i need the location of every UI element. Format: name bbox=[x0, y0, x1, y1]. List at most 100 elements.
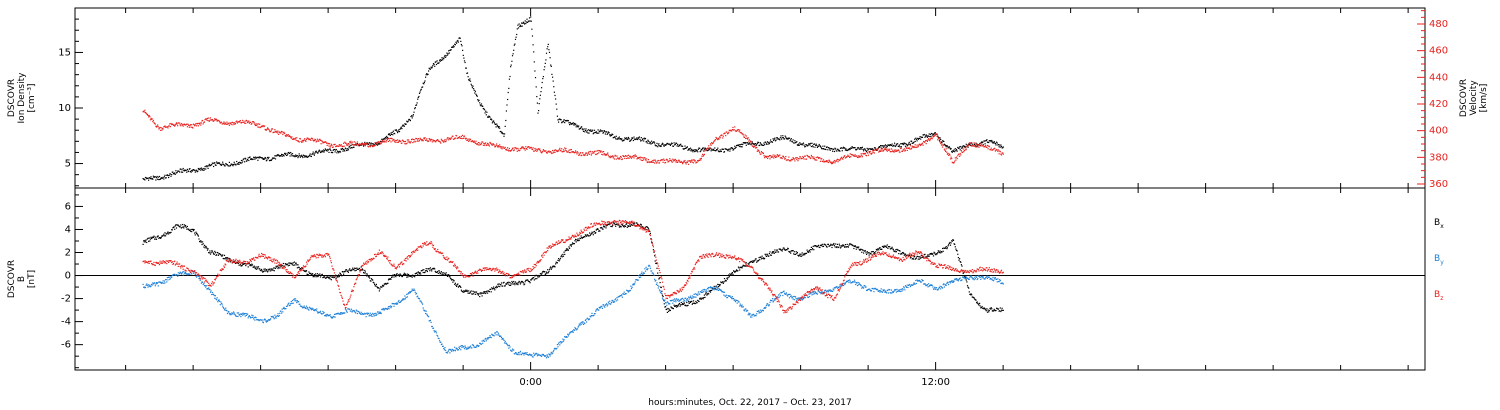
velocity-point bbox=[530, 146, 532, 149]
bx-point bbox=[968, 287, 970, 289]
density-point bbox=[618, 138, 620, 140]
density-point bbox=[726, 149, 729, 151]
bx-point bbox=[186, 228, 188, 230]
velocity-point bbox=[284, 134, 286, 136]
density-point bbox=[816, 146, 818, 148]
density-point bbox=[907, 144, 909, 146]
velocity-point bbox=[873, 152, 876, 154]
by-point bbox=[272, 315, 274, 317]
density-point bbox=[167, 174, 169, 177]
density-point bbox=[504, 125, 506, 127]
density-point bbox=[630, 138, 633, 140]
bx-point bbox=[159, 237, 161, 239]
bx-point bbox=[842, 244, 844, 246]
velocity-point bbox=[938, 138, 940, 140]
velocity-point bbox=[963, 149, 965, 151]
velocity-point bbox=[627, 157, 629, 159]
density-point bbox=[333, 148, 336, 151]
density-point bbox=[939, 137, 941, 139]
velocity-point bbox=[174, 125, 176, 127]
density-point bbox=[678, 145, 680, 147]
bx-point bbox=[533, 279, 535, 281]
density-point bbox=[756, 142, 758, 144]
by-point bbox=[234, 314, 236, 316]
density-point bbox=[222, 163, 224, 165]
bx-point bbox=[1000, 309, 1003, 311]
by-point bbox=[315, 309, 317, 311]
bx-point bbox=[147, 237, 149, 239]
velocity-point bbox=[914, 146, 916, 148]
velocity-point bbox=[239, 120, 241, 122]
density-point bbox=[480, 103, 483, 105]
density-point bbox=[821, 148, 823, 150]
velocity-point bbox=[386, 140, 388, 142]
velocity-point bbox=[215, 119, 217, 121]
velocity-point bbox=[493, 144, 495, 146]
density-point bbox=[480, 105, 482, 107]
by-point bbox=[447, 350, 449, 353]
velocity-point bbox=[911, 147, 913, 149]
density-point bbox=[659, 145, 661, 147]
bx-point bbox=[359, 270, 361, 272]
bx-point bbox=[842, 244, 845, 247]
density-point bbox=[695, 150, 697, 152]
bx-point bbox=[584, 236, 586, 238]
bx-point bbox=[760, 258, 763, 260]
density-point bbox=[838, 149, 840, 151]
density-point bbox=[320, 151, 322, 153]
velocity-point bbox=[499, 146, 501, 148]
density-point bbox=[149, 178, 151, 180]
density-point bbox=[353, 146, 355, 148]
velocity-point bbox=[473, 141, 475, 143]
velocity-point bbox=[414, 141, 416, 143]
velocity-point bbox=[158, 128, 160, 130]
by-point bbox=[421, 302, 423, 304]
bx-point bbox=[205, 245, 207, 247]
by-point bbox=[528, 354, 530, 356]
velocity-point bbox=[248, 122, 250, 124]
by-point bbox=[378, 313, 380, 315]
by-point bbox=[403, 298, 405, 300]
density-point bbox=[282, 154, 284, 156]
density-point bbox=[341, 148, 343, 151]
velocity-point bbox=[792, 157, 794, 159]
density-point bbox=[143, 178, 145, 180]
bx-point bbox=[640, 224, 642, 226]
velocity-point bbox=[519, 149, 521, 151]
density-point bbox=[460, 43, 462, 46]
bx-point bbox=[713, 285, 715, 287]
bx-point bbox=[734, 271, 736, 273]
bx-point bbox=[353, 269, 355, 271]
by-point bbox=[194, 273, 196, 275]
by-point bbox=[428, 316, 430, 318]
velocity-point bbox=[408, 141, 410, 143]
by-point bbox=[153, 282, 155, 285]
by-point bbox=[225, 309, 227, 311]
velocity-point bbox=[716, 137, 718, 139]
by-point bbox=[174, 273, 176, 275]
bx-point bbox=[771, 251, 774, 253]
density-point bbox=[257, 156, 260, 158]
bx-point bbox=[901, 253, 903, 255]
velocity-point bbox=[157, 126, 159, 128]
bx-point bbox=[452, 281, 454, 283]
bx-point bbox=[530, 279, 532, 281]
density-point bbox=[346, 149, 348, 151]
velocity-point bbox=[682, 163, 684, 165]
density-point bbox=[883, 146, 885, 148]
by-point bbox=[451, 350, 453, 352]
bx-point bbox=[467, 292, 469, 294]
velocity-point bbox=[214, 118, 216, 120]
density-point bbox=[844, 149, 846, 151]
velocity-point bbox=[231, 122, 233, 124]
velocity-point bbox=[432, 139, 434, 141]
by-point bbox=[369, 314, 371, 316]
density-point bbox=[196, 169, 198, 171]
density-point bbox=[757, 142, 760, 144]
density-point bbox=[148, 179, 150, 181]
by-point bbox=[169, 277, 171, 279]
density-point bbox=[683, 148, 685, 150]
density-point bbox=[769, 141, 771, 143]
velocity-point bbox=[618, 157, 620, 159]
density-point bbox=[160, 177, 162, 179]
